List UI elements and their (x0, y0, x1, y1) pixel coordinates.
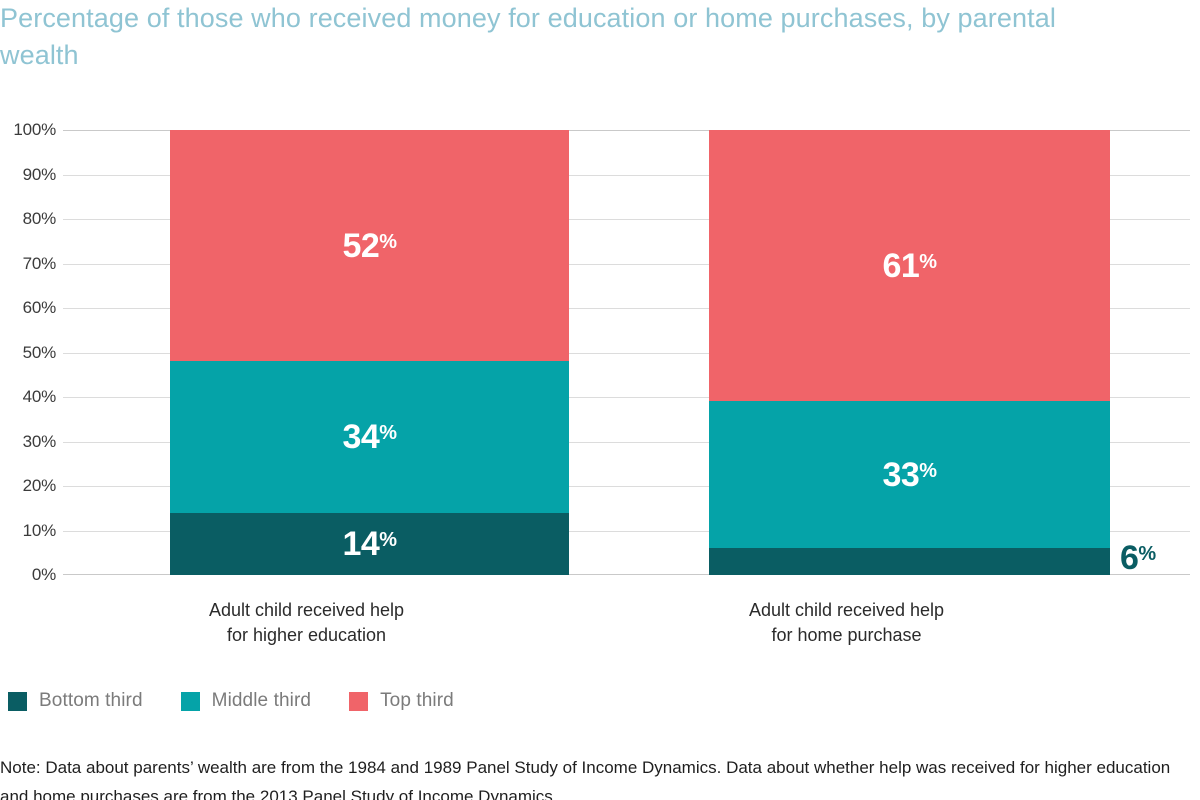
legend-item-middle-third[interactable]: Middle third (180, 690, 312, 712)
gridline-70 (63, 263, 1190, 265)
y-tick-80: 80% (22, 209, 57, 228)
gridline-80 (63, 219, 1190, 220)
bar-higher-education[interactable]: 52% 34% 14% (170, 130, 569, 575)
grid-and-bars: 52% 34% 14% 61% 33% 6% (63, 130, 1190, 575)
legend-label-middle-third: Middle third (211, 690, 312, 711)
category-label-line-1: Adult child received help (748, 600, 945, 620)
bar-label-top-third-education: 52% (342, 226, 397, 265)
gridline-50 (63, 352, 1190, 354)
bar-label-bottom-third-home: 6% (1120, 539, 1156, 577)
gridline-0 (63, 574, 1190, 575)
y-tick-10: 10% (22, 520, 57, 540)
bar-home-purchase[interactable]: 61% 33% (709, 130, 1110, 575)
category-label-line-1: Adult child received help (208, 600, 405, 620)
bar-segment-top-third-home[interactable]: 61% (709, 130, 1110, 402)
gridline-40 (63, 397, 1190, 398)
y-axis: 100% 90% 80% 70% 60% 50% 40% 30% 20% 10%… (0, 120, 57, 584)
y-tick-50: 50% (22, 342, 57, 362)
y-tick-40: 40% (22, 387, 57, 406)
page-subtitle: Percentage of those who received money f… (0, 3, 1056, 70)
bar-segment-bottom-third-education[interactable]: 14% (170, 512, 569, 575)
header-block: Many young adults get a leg up from pare… (0, 0, 1160, 74)
legend-label-bottom-third: Bottom third (39, 690, 143, 711)
y-tick-100: 100% (13, 120, 56, 139)
category-label-higher-education: Adult child received help for higher edu… (107, 598, 506, 648)
chart-plot-area: 100% 90% 80% 70% 60% 50% 40% 30% 20% 10%… (0, 120, 1200, 585)
legend-item-top-third[interactable]: Top third (349, 690, 454, 712)
legend-item-bottom-third[interactable]: Bottom third (8, 690, 143, 712)
bar-label-bottom-third-education: 14% (342, 524, 397, 563)
y-tick-20: 20% (22, 476, 57, 495)
bar-label-middle-third-home: 33% (882, 455, 937, 494)
y-tick-70: 70% (22, 253, 57, 273)
bar-segment-top-third-education[interactable]: 52% (170, 130, 569, 362)
gridline-20 (63, 486, 1190, 487)
gridline-30 (63, 441, 1190, 443)
legend-swatch-icon (8, 691, 27, 711)
y-tick-90: 90% (22, 164, 57, 184)
category-label-home-purchase: Adult child received help for home purch… (646, 598, 1047, 648)
y-tick-0: 0% (31, 565, 56, 584)
legend-swatch-icon (349, 691, 369, 711)
bar-segment-bottom-third-home[interactable] (709, 548, 1110, 575)
bar-segment-middle-third-home[interactable]: 33% (709, 401, 1110, 549)
bar-segment-middle-third-education[interactable]: 34% (170, 361, 569, 513)
gridline-60 (63, 308, 1190, 309)
gridline-10 (63, 530, 1190, 532)
y-tick-30: 30% (22, 431, 57, 451)
bar-label-middle-third-education: 34% (342, 418, 397, 457)
gridline-90 (63, 174, 1190, 176)
category-label-line-2: for home purchase (771, 625, 922, 645)
legend-swatch-icon (180, 691, 200, 711)
y-tick-60: 60% (22, 298, 57, 317)
chart-footnote: Note: Data about parents’ wealth are fro… (0, 758, 1171, 800)
bar-label-top-third-home: 61% (882, 246, 937, 285)
category-label-line-2: for higher education (226, 625, 387, 645)
gridline-100 (63, 130, 1190, 131)
chart-legend: Bottom third Middle third Top third (8, 690, 492, 712)
legend-label-top-third: Top third (380, 690, 454, 711)
